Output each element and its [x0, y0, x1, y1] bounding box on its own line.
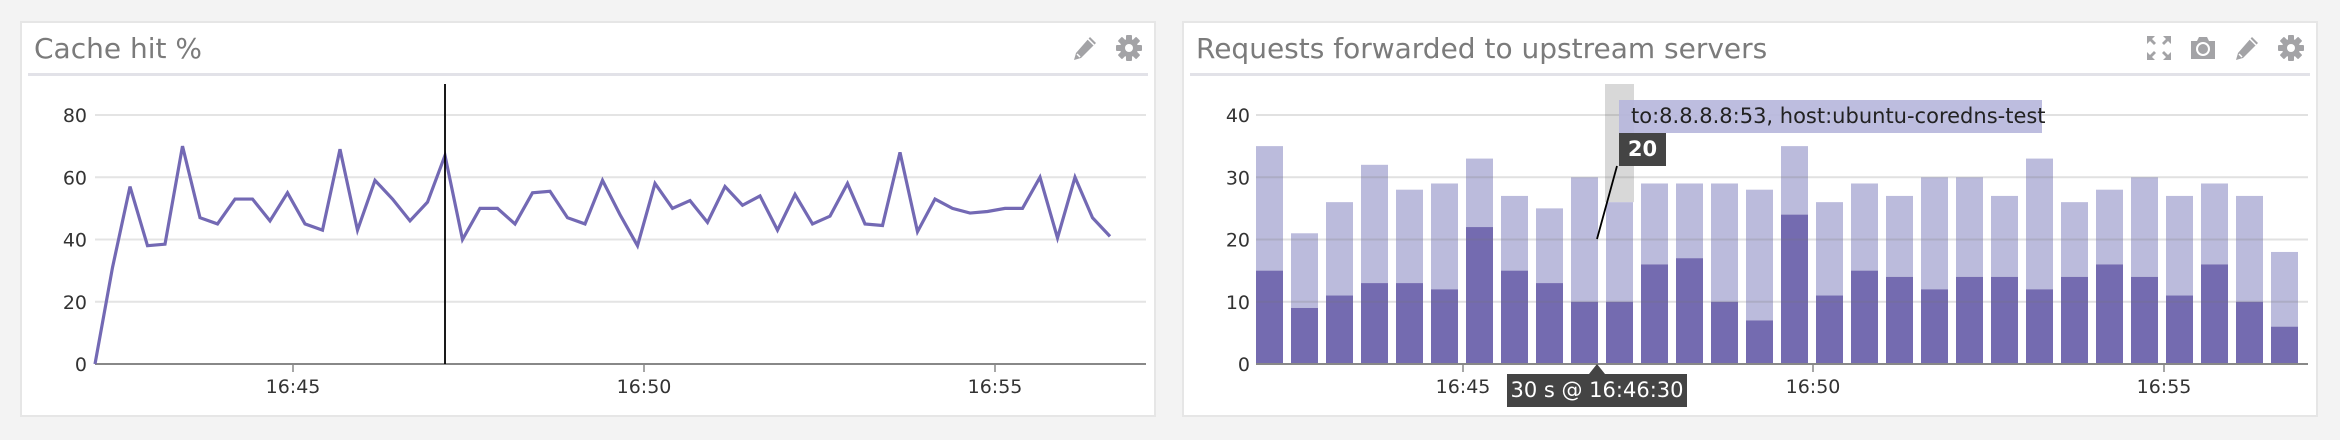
- y-tick-label: 0: [1238, 354, 1250, 376]
- bar-segment-light[interactable]: [1326, 202, 1353, 296]
- panel-header: Cache hit %: [28, 23, 1148, 76]
- bar-segment-dark[interactable]: [1361, 283, 1388, 364]
- bar-segment-light[interactable]: [1641, 183, 1668, 265]
- bar-segment-light[interactable]: [1396, 189, 1423, 284]
- panel-header: Requests forwarded to upstream servers: [1190, 23, 2310, 76]
- x-tick-label: 16:45: [266, 376, 321, 398]
- cache-hit-panel: Cache hit %: [20, 21, 1156, 417]
- bar-segment-dark[interactable]: [1746, 320, 1773, 364]
- bar-segment-light[interactable]: [2061, 202, 2088, 277]
- bar-segment-dark[interactable]: [1921, 289, 1948, 364]
- bar-segment-light[interactable]: [1256, 146, 1283, 271]
- camera-icon[interactable]: [2188, 33, 2218, 63]
- y-tick-label: 40: [1226, 105, 1250, 127]
- gear-icon[interactable]: [1114, 33, 1144, 63]
- hover-time-label: 30 s @ 16:46:30: [1507, 374, 1687, 407]
- y-tick-label: 10: [1226, 292, 1250, 314]
- x-tick-label: 16:45: [1436, 376, 1491, 398]
- panel-title: Requests forwarded to upstream servers: [1196, 32, 1768, 65]
- bar-segment-light[interactable]: [1921, 177, 1948, 290]
- bar-segment-dark[interactable]: [1606, 301, 1633, 364]
- pencil-icon[interactable]: [1070, 33, 1100, 63]
- bar-segment-dark[interactable]: [1326, 295, 1353, 364]
- bar-segment-light[interactable]: [1816, 202, 1843, 296]
- bar-segment-dark[interactable]: [2061, 276, 2088, 364]
- bar-segment-light[interactable]: [2026, 158, 2053, 290]
- hover-tooltip-series-label: to:8.8.8.8:53, host:ubuntu-coredns-test: [1619, 100, 2046, 133]
- panel-toolbar: [1070, 33, 1144, 63]
- bar-segment-dark[interactable]: [2166, 295, 2193, 364]
- y-tick-label: 20: [1226, 230, 1250, 252]
- bar-segment-dark[interactable]: [1851, 270, 1878, 364]
- bar-segment-light[interactable]: [1956, 177, 1983, 277]
- bar-segment-dark[interactable]: [1291, 307, 1318, 364]
- bar-segment-dark[interactable]: [1991, 276, 2018, 364]
- x-tick-label: 16:55: [968, 376, 1023, 398]
- expand-icon[interactable]: [2144, 33, 2174, 63]
- hover-tooltip-value: 20: [1619, 133, 1666, 166]
- bar-segment-light[interactable]: [1571, 177, 1598, 302]
- gear-icon[interactable]: [2276, 33, 2306, 63]
- bar-segment-dark[interactable]: [1501, 270, 1528, 364]
- x-tick-label: 16:50: [617, 376, 672, 398]
- bar-segment-light[interactable]: [2166, 195, 2193, 296]
- cache-hit-series-line[interactable]: [93, 145, 1112, 365]
- bar-segment-dark[interactable]: [1886, 276, 1913, 364]
- bar-segment-dark[interactable]: [2026, 289, 2053, 364]
- bar-segment-light[interactable]: [1711, 183, 1738, 302]
- bar-segment-dark[interactable]: [1536, 283, 1563, 364]
- bar-segment-light[interactable]: [2236, 195, 2263, 302]
- bar-segment-light[interactable]: [2096, 189, 2123, 265]
- bar-segment-dark[interactable]: [1466, 227, 1493, 364]
- bar-segment-light[interactable]: [1361, 164, 1388, 284]
- cache-hit-line-chart[interactable]: 0 20 40 60 80 16:45 16:50 16:55: [63, 84, 1146, 398]
- bar-segment-light[interactable]: [1781, 146, 1808, 215]
- bar-segment-dark[interactable]: [1396, 283, 1423, 364]
- bar-segment-light[interactable]: [1501, 195, 1528, 271]
- pencil-icon[interactable]: [2232, 33, 2262, 63]
- bar-segment-light[interactable]: [1536, 208, 1563, 284]
- bar-segment-dark[interactable]: [2096, 264, 2123, 364]
- bar-segment-dark[interactable]: [1711, 301, 1738, 364]
- bar-segment-dark[interactable]: [1256, 270, 1283, 364]
- bar-segment-light[interactable]: [1291, 233, 1318, 308]
- y-tick-label: 40: [63, 230, 87, 252]
- y-tick-label: 30: [1226, 167, 1250, 189]
- bar-segment-light[interactable]: [1606, 202, 1633, 302]
- bar-segment-light[interactable]: [1886, 195, 1913, 277]
- bar-segment-dark[interactable]: [2236, 301, 2263, 364]
- bar-segment-light[interactable]: [1991, 195, 2018, 277]
- bar-segment-dark[interactable]: [1816, 295, 1843, 364]
- bar-segment-dark[interactable]: [1676, 258, 1703, 364]
- y-tick-label: 60: [63, 167, 87, 189]
- bar-segment-light[interactable]: [2201, 183, 2228, 265]
- bar-segment-dark[interactable]: [1781, 214, 1808, 364]
- y-tick-label: 0: [75, 354, 87, 376]
- bar-segment-dark[interactable]: [1571, 301, 1598, 364]
- bar-segment-dark[interactable]: [2131, 276, 2158, 364]
- x-tick-label: 16:55: [2137, 376, 2192, 398]
- bar-segment-light[interactable]: [2131, 177, 2158, 277]
- bar-segment-dark[interactable]: [1956, 276, 1983, 364]
- bar-segment-light[interactable]: [1431, 183, 1458, 290]
- bar-segment-light[interactable]: [1466, 158, 1493, 228]
- bar-segment-dark[interactable]: [2271, 326, 2298, 364]
- bar-segment-light[interactable]: [1676, 183, 1703, 259]
- x-tick-label: 16:50: [1786, 376, 1841, 398]
- requests-stacked-bar-chart[interactable]: 0 10 20 30 40 16:45 16:50 16:55: [1226, 84, 2308, 398]
- y-tick-label: 20: [63, 292, 87, 314]
- panel-toolbar: [2144, 33, 2306, 63]
- time-label-arrow: [1589, 364, 1605, 374]
- panel-title: Cache hit %: [34, 32, 202, 65]
- bar-segment-light[interactable]: [2271, 251, 2298, 327]
- bar-segment-light[interactable]: [1851, 183, 1878, 271]
- bar-segment-dark[interactable]: [1431, 289, 1458, 364]
- bar-segment-dark[interactable]: [2201, 264, 2228, 364]
- bar-segment-light[interactable]: [1746, 189, 1773, 321]
- bar-segment-dark[interactable]: [1641, 264, 1668, 364]
- tooltip-leader-line: [1596, 165, 1618, 240]
- y-tick-label: 80: [63, 105, 87, 127]
